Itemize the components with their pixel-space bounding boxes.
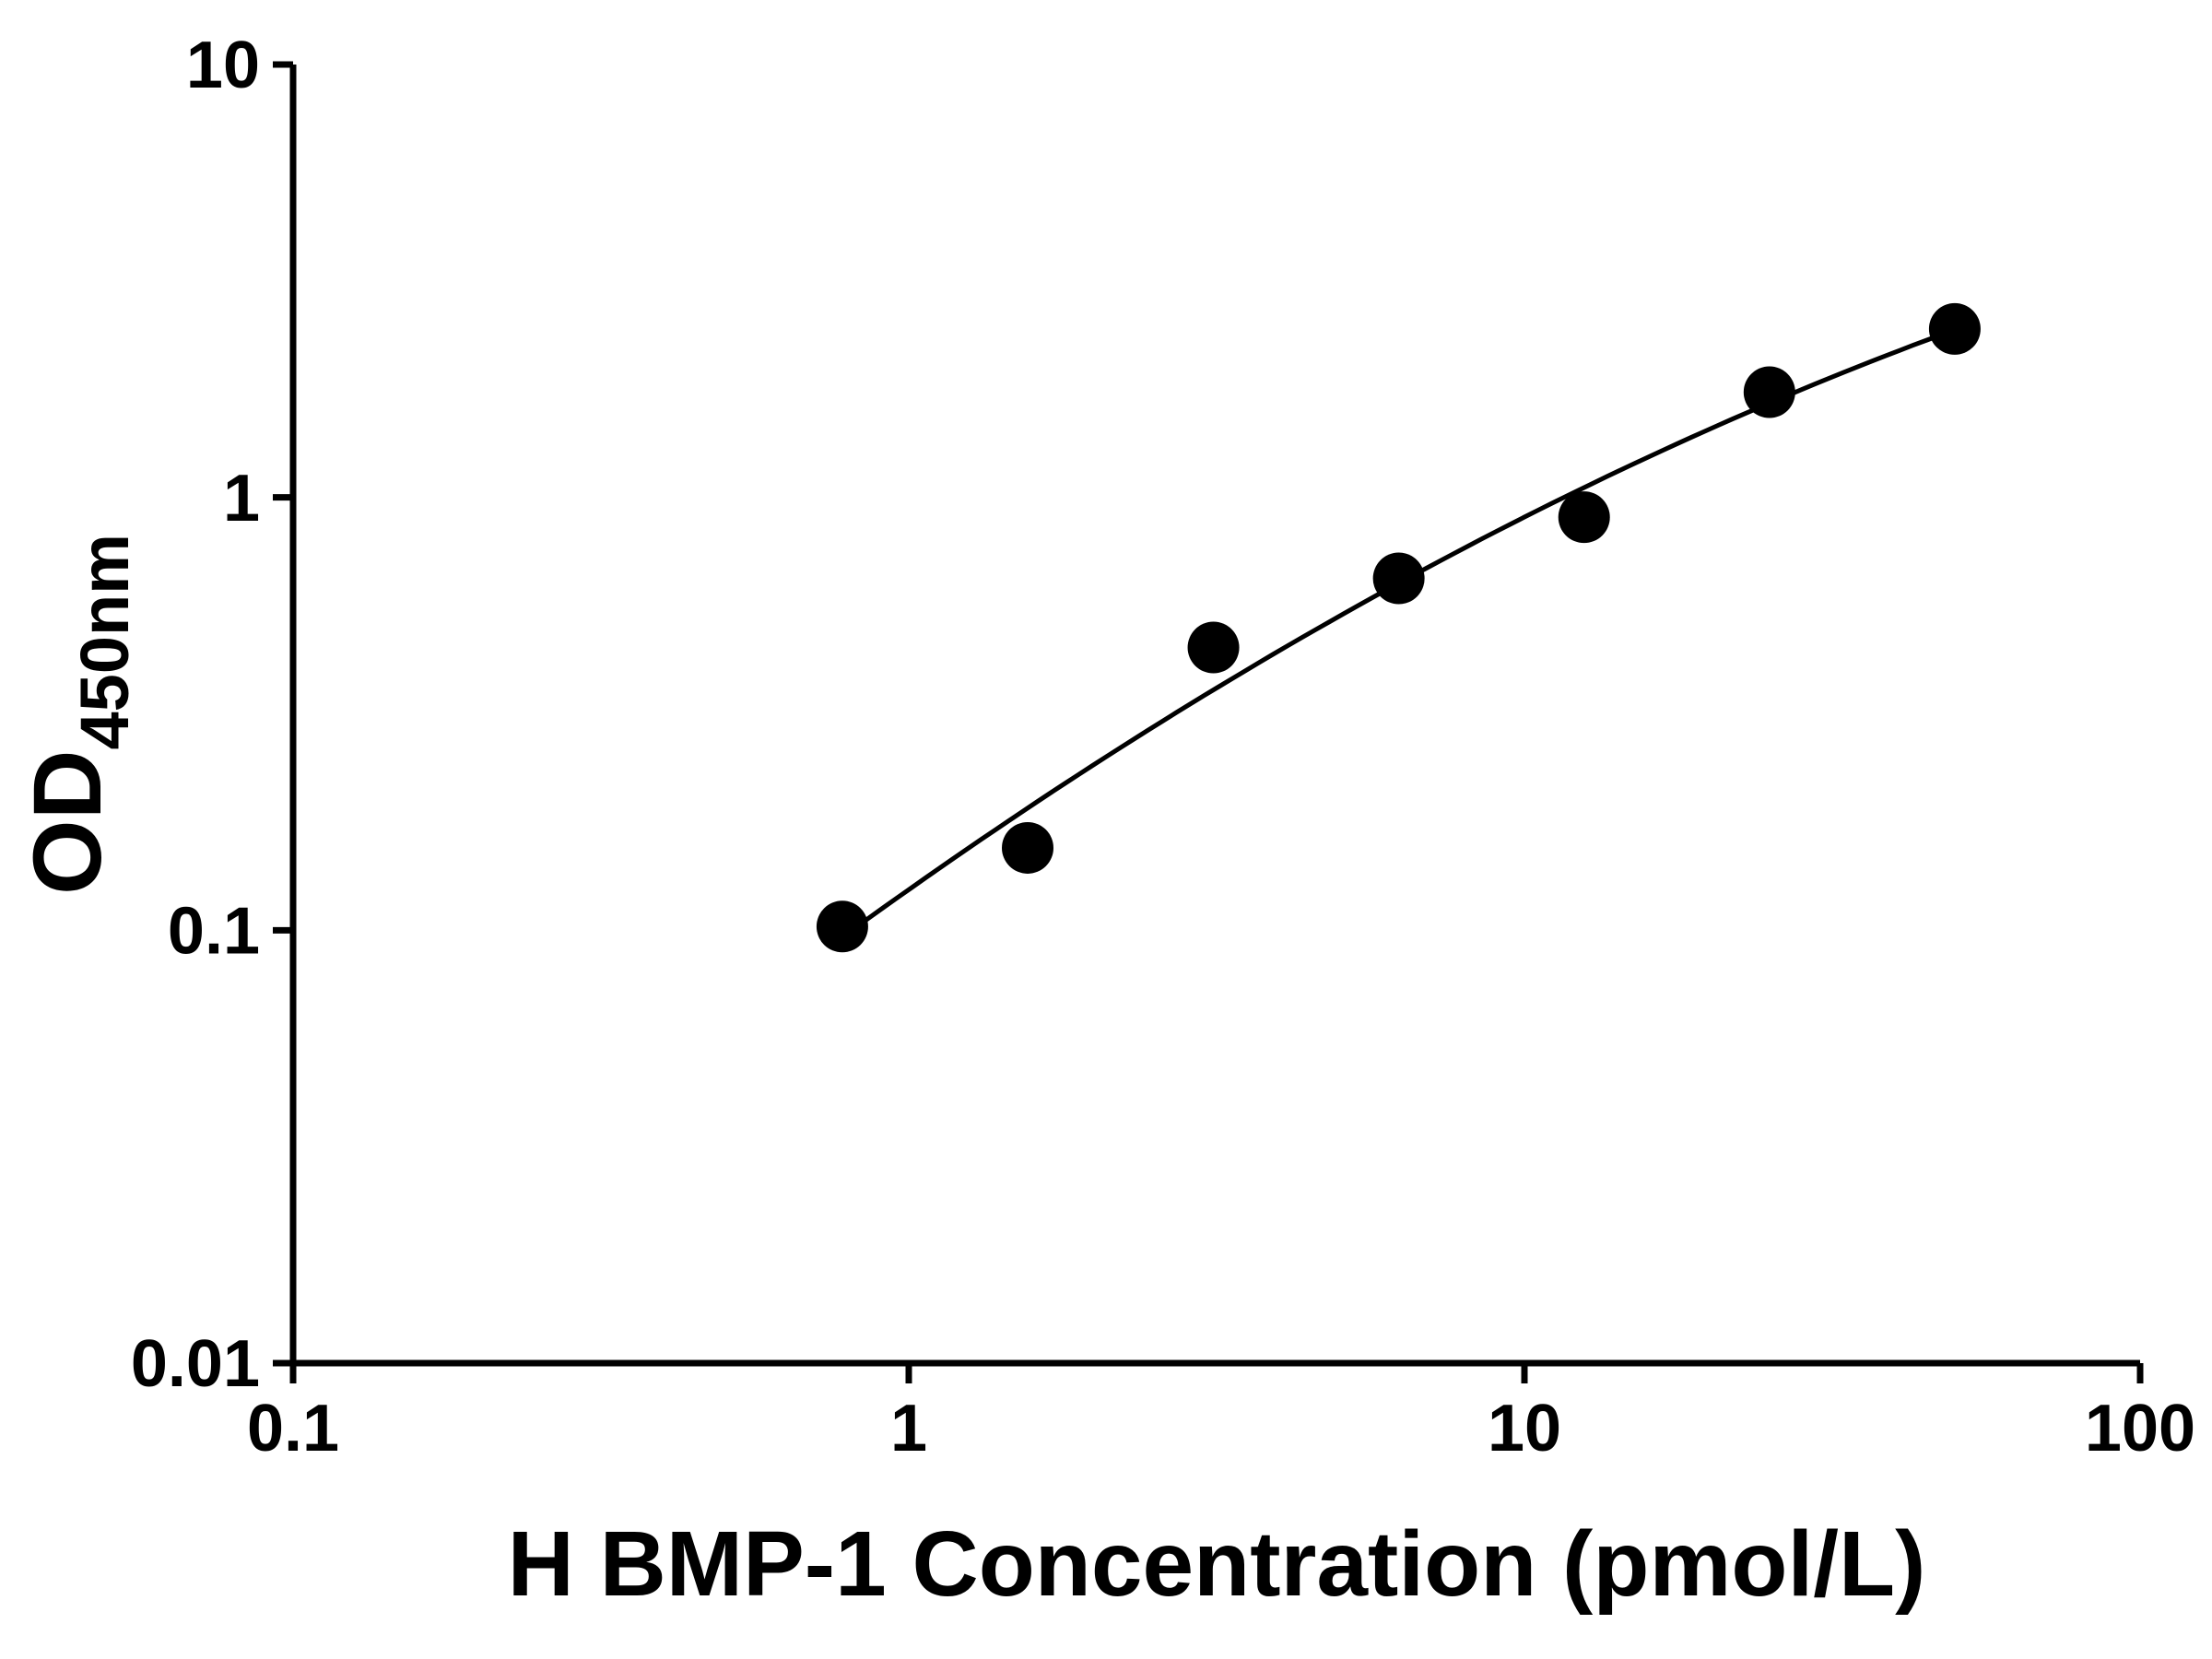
y-tick-label: 10 (186, 29, 260, 102)
data-point (1743, 366, 1795, 418)
y-tick-label: 0.1 (168, 895, 260, 969)
y-axis-title: OD450nm (13, 534, 144, 895)
data-point (816, 900, 868, 953)
x-tick-label: 0.1 (247, 1392, 339, 1465)
x-tick-label: 1 (890, 1392, 927, 1465)
x-axis-title: H BMP-1 Concentration (pmol/L) (507, 1512, 1926, 1616)
y-tick-label: 0.01 (131, 1327, 260, 1401)
data-point (1372, 552, 1425, 605)
y-tick-label: 1 (223, 462, 260, 535)
axes (289, 65, 2140, 1367)
x-tick-label: 100 (2085, 1392, 2195, 1465)
data-point (1558, 491, 1610, 544)
y-axis-title-subscript: 450nm (66, 534, 143, 750)
data-point (1928, 302, 1981, 355)
data-point (1187, 621, 1240, 674)
y-axis-title-main: OD (14, 749, 122, 895)
data-point (1002, 821, 1054, 874)
x-tick-label: 10 (1488, 1392, 1561, 1465)
